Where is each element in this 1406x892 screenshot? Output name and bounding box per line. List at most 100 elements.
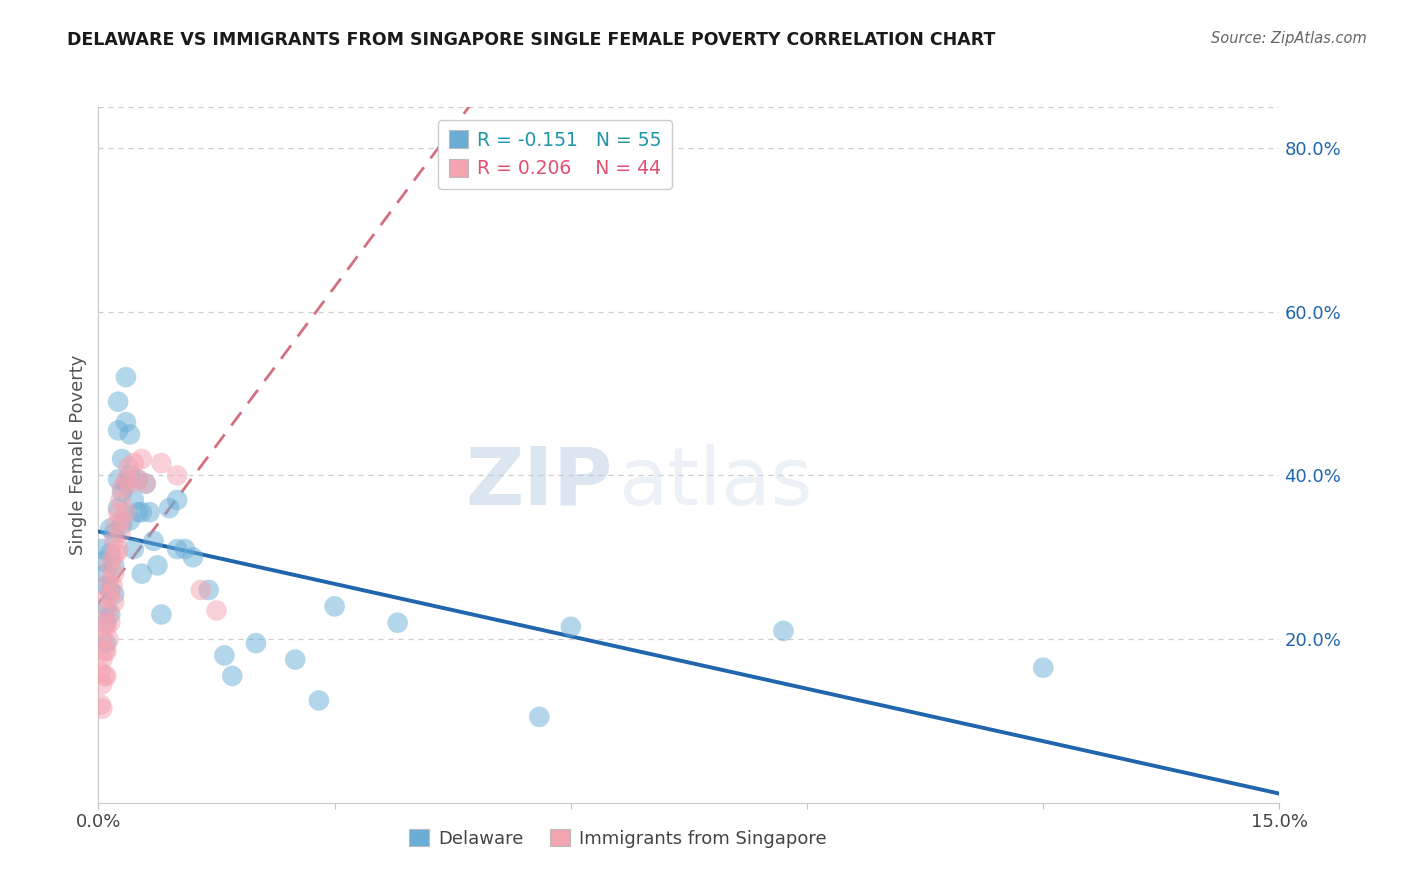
Point <box>387 615 409 630</box>
Point <box>107 501 129 516</box>
Point <box>105 517 128 532</box>
Point <box>111 484 134 499</box>
Point <box>166 542 188 557</box>
Point <box>93 615 115 630</box>
Point <box>150 607 173 622</box>
Legend: Delaware, Immigrants from Singapore: Delaware, Immigrants from Singapore <box>402 822 834 855</box>
Text: DELAWARE VS IMMIGRANTS FROM SINGAPORE SINGLE FEMALE POVERTY CORRELATION CHART: DELAWARE VS IMMIGRANTS FROM SINGAPORE SI… <box>67 31 995 49</box>
Point <box>131 505 153 519</box>
Point <box>131 566 153 581</box>
Point <box>127 473 149 487</box>
Point <box>131 452 153 467</box>
Point <box>97 632 120 646</box>
Point <box>284 652 307 666</box>
Point <box>166 468 188 483</box>
Point <box>245 636 267 650</box>
Point <box>157 501 180 516</box>
Point <box>98 587 121 601</box>
Point <box>96 579 118 593</box>
Point <box>96 636 118 650</box>
Point <box>103 533 125 548</box>
Point <box>96 620 118 634</box>
Point <box>103 566 125 581</box>
Point <box>111 481 134 495</box>
Point <box>190 582 212 597</box>
Point <box>97 574 120 589</box>
Point <box>107 423 129 437</box>
Point <box>96 566 118 581</box>
Point <box>181 550 204 565</box>
Point <box>308 693 330 707</box>
Point <box>97 603 120 617</box>
Point <box>96 644 118 658</box>
Point <box>96 599 118 614</box>
Point <box>166 492 188 507</box>
Point <box>91 554 114 568</box>
Point <box>122 456 145 470</box>
Text: Source: ZipAtlas.com: Source: ZipAtlas.com <box>1211 31 1367 46</box>
Point <box>107 473 129 487</box>
Point <box>1032 661 1054 675</box>
Point <box>118 468 141 483</box>
Point <box>107 394 129 409</box>
Point <box>122 492 145 507</box>
Point <box>197 582 219 597</box>
Point <box>91 677 114 691</box>
Point <box>103 595 125 609</box>
Point <box>135 476 157 491</box>
Point <box>98 615 121 630</box>
Point <box>111 513 134 527</box>
Point <box>118 476 141 491</box>
Point <box>93 644 115 658</box>
Point <box>560 620 582 634</box>
Point <box>142 533 165 548</box>
Point <box>117 460 139 475</box>
Point <box>110 525 132 540</box>
Point <box>90 665 112 679</box>
Point <box>101 550 124 565</box>
Point <box>115 476 138 491</box>
Point <box>91 701 114 715</box>
Point <box>111 517 134 532</box>
Point <box>103 587 125 601</box>
Point <box>115 415 138 429</box>
Point <box>98 607 121 622</box>
Text: ZIP: ZIP <box>465 443 612 522</box>
Point <box>101 579 124 593</box>
Point <box>529 710 551 724</box>
Point <box>91 652 114 666</box>
Point <box>118 513 141 527</box>
Point <box>96 591 118 606</box>
Point <box>103 558 125 573</box>
Point <box>221 669 243 683</box>
Point <box>98 546 121 560</box>
Point <box>115 505 138 519</box>
Point <box>772 624 794 638</box>
Point <box>150 456 173 470</box>
Point <box>111 452 134 467</box>
Point <box>105 546 128 560</box>
Point <box>174 542 197 557</box>
Point <box>91 632 114 646</box>
Point <box>107 542 129 557</box>
Point <box>146 558 169 573</box>
Point <box>91 542 114 557</box>
Point <box>115 370 138 384</box>
Point <box>90 698 112 712</box>
Point <box>118 427 141 442</box>
Y-axis label: Single Female Poverty: Single Female Poverty <box>69 355 87 555</box>
Point <box>115 473 138 487</box>
Point <box>205 603 228 617</box>
Point <box>103 525 125 540</box>
Point <box>214 648 236 663</box>
Point <box>138 505 160 519</box>
Point <box>107 505 129 519</box>
Point <box>96 615 118 630</box>
Point <box>98 558 121 573</box>
Text: atlas: atlas <box>619 443 813 522</box>
Point <box>98 522 121 536</box>
Point <box>127 473 149 487</box>
Point <box>135 476 157 491</box>
Point <box>96 669 118 683</box>
Point <box>122 542 145 557</box>
